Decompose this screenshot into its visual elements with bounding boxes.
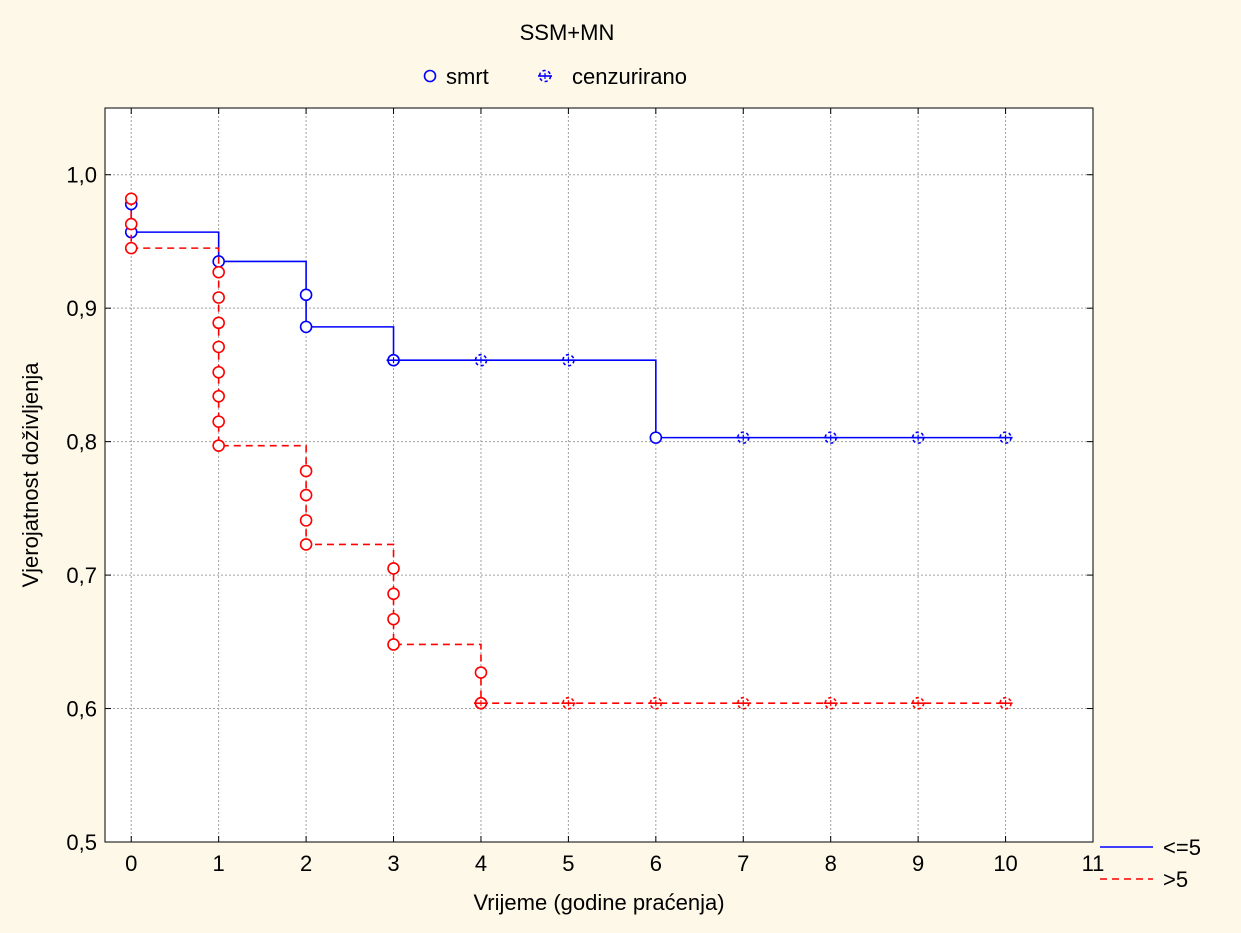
- censored-marker: [386, 353, 401, 367]
- y-axis: 0,5 0,6 0,7 0,8 0,9 1,0: [66, 163, 1093, 855]
- event-marker: [299, 514, 313, 527]
- event-marker: [212, 316, 225, 330]
- censored-marker: [911, 431, 926, 444]
- series-line: [131, 231, 1006, 439]
- x-tick-label: 2: [300, 851, 312, 876]
- event-marker: [212, 291, 225, 304]
- event-marker: [299, 538, 313, 551]
- x-tick-label: 3: [387, 851, 399, 876]
- event-marker: [212, 340, 225, 354]
- x-tick-label: 11: [1082, 851, 1105, 876]
- y-tick-label: 0,7: [66, 563, 97, 588]
- series-layer: [124, 192, 1013, 710]
- x-tick-label: 8: [825, 851, 837, 876]
- event-marker: [124, 241, 138, 255]
- event-marker: [387, 587, 400, 601]
- censored-marker: [998, 696, 1013, 710]
- censored-marker-icon: [538, 69, 552, 83]
- x-axis: 0 1 2 3 4 5 6 7 8 9 10 11: [125, 108, 1104, 876]
- event-marker: [299, 320, 313, 334]
- series-legend-label-le5: <=5: [1163, 835, 1201, 860]
- marker-legend: smrt cenzurirano: [423, 64, 687, 89]
- censored-marker: [561, 696, 576, 710]
- series-legend-label-gt5: >5: [1163, 867, 1188, 892]
- marker-legend-label-censored: cenzurirano: [572, 64, 687, 89]
- y-tick-label: 0,5: [66, 830, 97, 855]
- x-axis-label: Vrijeme (godine praćenja): [473, 890, 724, 915]
- censored-marker: [823, 696, 838, 710]
- event-marker: [212, 389, 225, 403]
- censored-marker: [561, 353, 576, 367]
- event-marker: [649, 431, 663, 444]
- chart-title: SSM+MN: [520, 20, 615, 45]
- censored-marker: [648, 696, 663, 710]
- censored-marker: [736, 431, 751, 444]
- x-tick-label: 5: [562, 851, 574, 876]
- event-marker: [124, 217, 138, 231]
- y-tick-label: 0,8: [66, 430, 97, 455]
- marker-legend-label-death: smrt: [446, 64, 489, 89]
- event-marker: [212, 439, 225, 452]
- censored-marker: [736, 696, 751, 710]
- censored-marker-legend: [538, 69, 552, 83]
- censored-marker: [998, 431, 1013, 444]
- censored-marker: [473, 696, 488, 710]
- x-tick-label: 7: [737, 851, 749, 876]
- x-tick-label: 6: [650, 851, 662, 876]
- censored-marker: [823, 431, 838, 444]
- event-marker: [299, 288, 313, 302]
- grid: [105, 108, 1093, 842]
- series-legend: <=5 >5: [1100, 835, 1201, 892]
- x-tick-label: 10: [993, 851, 1017, 876]
- x-tick-label: 9: [912, 851, 924, 876]
- x-tick-label: 4: [475, 851, 487, 876]
- y-tick-label: 0,9: [66, 296, 97, 321]
- plot-area: [104, 107, 1094, 843]
- x-tick-label: 1: [213, 851, 225, 876]
- event-marker: [212, 415, 225, 428]
- event-marker: [212, 365, 225, 379]
- event-marker: [387, 638, 400, 651]
- x-tick-label: 0: [125, 851, 137, 876]
- death-marker-icon: [423, 69, 437, 83]
- event-marker: [474, 666, 488, 679]
- y-tick-label: 0,6: [66, 697, 97, 722]
- event-marker: [299, 464, 313, 478]
- series-1: [124, 192, 1013, 710]
- event-marker: [299, 488, 313, 502]
- event-marker: [212, 265, 225, 279]
- censored-marker: [473, 353, 488, 367]
- event-marker: [387, 612, 400, 626]
- y-tick-label: 1,0: [66, 163, 97, 188]
- event-marker: [387, 562, 400, 575]
- censored-marker: [911, 696, 926, 710]
- event-marker: [124, 192, 138, 206]
- y-axis-label: Vjerojatnost doživljenja: [18, 362, 43, 588]
